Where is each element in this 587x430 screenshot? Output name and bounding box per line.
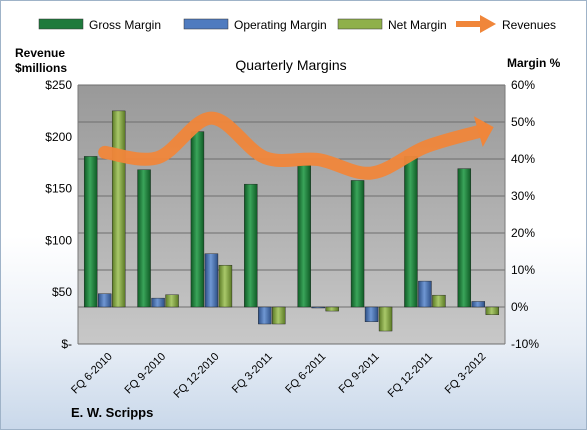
operating-margin-bar [311, 306, 325, 309]
bars [83, 110, 500, 332]
gross-margin-bar [457, 168, 472, 308]
revenue-series-line [98, 111, 485, 180]
left-axis-title-line1: Revenue [15, 46, 65, 60]
operating-margin-bar [151, 297, 165, 308]
operating-margin-bar [364, 306, 379, 323]
gross-margin-bar [350, 180, 365, 308]
legend-swatch [38, 18, 84, 30]
right-axis-ticks: -10% 0% 10% 20% 30% 40% 50% 60% [511, 78, 539, 351]
legend-label: Net Margin [388, 18, 447, 32]
net-margin-bar [272, 306, 286, 325]
right-tick-label: -10% [511, 337, 539, 351]
right-tick-label: 50% [511, 115, 535, 129]
right-axis-title: Margin % [507, 56, 561, 70]
x-tick-label: FQ 9-2011 [337, 351, 382, 396]
gross-margin-bar [404, 156, 418, 308]
net-margin-bar [165, 294, 179, 308]
x-tick-label: FQ 12-2011 [386, 351, 435, 400]
x-tick-label: FQ 6-2010 [69, 351, 115, 397]
right-tick-label: 40% [511, 152, 535, 166]
operating-margin-bar [258, 306, 272, 325]
gross-margin-bar [137, 169, 151, 308]
right-tick-label: 30% [511, 189, 535, 203]
net-margin-bar [432, 294, 446, 308]
gross-margin-bar [297, 165, 311, 308]
x-tick-label: FQ 6-2011 [283, 351, 328, 396]
legend-label: Revenues [502, 18, 556, 32]
company-name: E. W. Scripps [71, 405, 153, 420]
left-tick-label: $50 [52, 285, 72, 299]
right-tick-label: 20% [511, 226, 535, 240]
x-tick-label: FQ 3-2011 [230, 351, 275, 396]
x-axis-ticks: FQ 6-2010 FQ 9-2010 FQ 12-2010 FQ 3-2011 FQ … [69, 351, 488, 401]
left-tick-label: $100 [45, 233, 72, 247]
operating-margin-bar [418, 280, 432, 308]
x-tick-label: FQ 3-2012 [443, 351, 489, 397]
legend-swatch [337, 18, 383, 30]
chart-title: Quarterly Margins [235, 57, 346, 73]
legend: Gross Margin Operating Margin Net Margin Re… [38, 15, 556, 33]
net-margin-bar [111, 110, 126, 308]
operating-margin-bar [97, 293, 112, 308]
left-tick-label: $250 [45, 78, 72, 92]
left-tick-label: $150 [45, 182, 72, 196]
right-tick-label: 60% [511, 78, 535, 92]
gross-margin-bar [83, 156, 98, 308]
legend-arrow-icon [480, 15, 496, 33]
left-tick-label: $- [61, 337, 72, 351]
legend-swatch [183, 18, 229, 30]
net-margin-bar [325, 306, 339, 312]
right-tick-label: 10% [511, 263, 535, 277]
net-margin-bar [378, 306, 393, 332]
legend-label: Operating Margin [234, 18, 327, 32]
revenue-line [98, 111, 494, 180]
revenue-arrow-head [473, 116, 494, 147]
operating-margin-bar [471, 301, 486, 308]
left-axis-ticks: $- $50 $100 $150 $200 $250 [45, 78, 72, 351]
gross-margin-bar [190, 131, 205, 308]
gross-margin-bar [244, 183, 258, 308]
net-margin-bar [485, 306, 500, 315]
legend-label: Gross Margin [89, 18, 161, 32]
left-tick-label: $200 [45, 130, 72, 144]
x-tick-label: FQ 9-2010 [123, 351, 169, 397]
net-margin-bar [218, 264, 233, 308]
right-tick-label: 0% [511, 300, 529, 314]
left-axis-title-line2: $millions [15, 61, 67, 75]
x-tick-label: FQ 12-2010 [172, 351, 222, 401]
operating-margin-bar [204, 253, 219, 308]
